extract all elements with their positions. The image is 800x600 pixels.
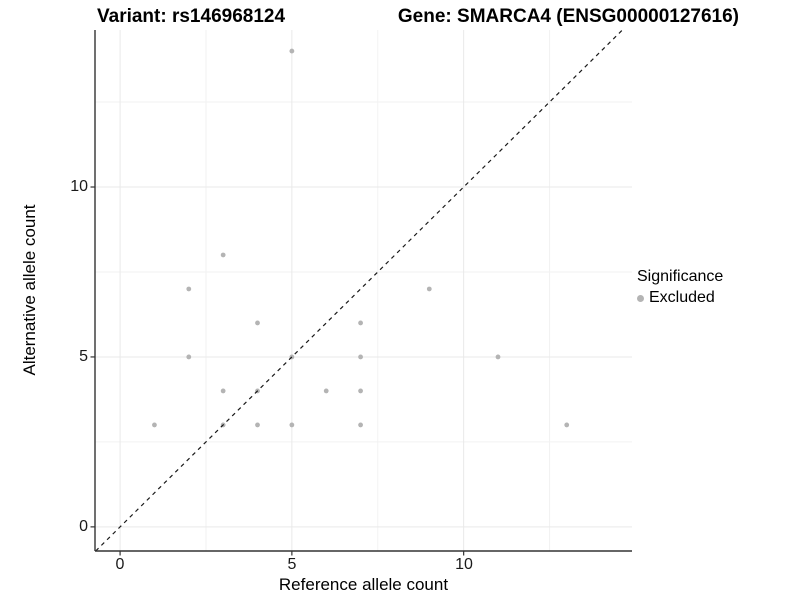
data-point bbox=[358, 354, 363, 360]
legend-title: Significance bbox=[637, 268, 724, 285]
data-point bbox=[426, 286, 432, 292]
data-point bbox=[564, 422, 570, 428]
data-point bbox=[289, 48, 295, 54]
title-row: Variant: rs146968124 Gene: SMARCA4 (ENSG… bbox=[97, 6, 739, 28]
data-point bbox=[186, 286, 192, 292]
legend-item-label: Excluded bbox=[649, 289, 715, 306]
identity-line bbox=[95, 29, 623, 552]
data-point bbox=[358, 320, 363, 326]
data-point bbox=[152, 422, 157, 428]
variant-title: Variant: rs146968124 bbox=[97, 6, 286, 27]
data-point bbox=[186, 354, 192, 360]
y-axis-title: Alternative allele count bbox=[20, 204, 39, 376]
x-tick-label-0: 0 bbox=[115, 556, 125, 573]
data-point bbox=[358, 388, 363, 394]
x-tick-label-5: 5 bbox=[287, 556, 297, 573]
excluded-point-icon bbox=[637, 294, 644, 302]
x-axis-title: Reference allele count bbox=[278, 575, 449, 594]
legend-item-excluded: Excluded bbox=[637, 289, 723, 307]
data-point bbox=[220, 252, 226, 258]
y-tick-label-10: 10 bbox=[70, 178, 88, 195]
y-tick-label-0: 0 bbox=[79, 518, 88, 535]
data-point bbox=[358, 422, 363, 428]
data-point bbox=[255, 320, 260, 326]
data-point bbox=[289, 422, 295, 428]
legend: Significance Excluded bbox=[637, 268, 723, 307]
y-tick-label-5: 5 bbox=[79, 348, 88, 365]
data-point bbox=[255, 422, 260, 428]
data-point bbox=[323, 388, 329, 394]
gene-title: Gene: SMARCA4 (ENSG00000127616) bbox=[397, 6, 739, 27]
data-point bbox=[495, 354, 501, 360]
data-point bbox=[220, 388, 226, 394]
x-tick-label-10: 10 bbox=[455, 556, 473, 573]
